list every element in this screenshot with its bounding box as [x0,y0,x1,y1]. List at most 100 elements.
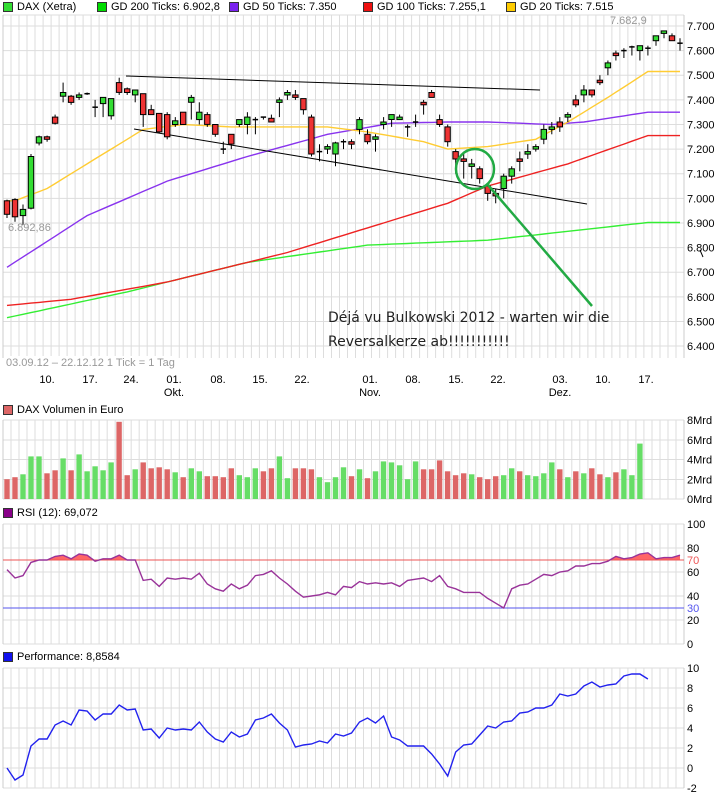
volume-bar [533,476,539,499]
candle [115,77,123,95]
volume-bar [76,454,82,499]
legend-item-gd20: GD 20 Ticks: 7.515 [506,1,614,13]
candle [276,97,283,118]
candle [292,90,299,100]
legend-swatch-icon [97,2,107,12]
legend-swatch-icon [229,2,239,12]
volume-bar [388,462,395,499]
x-axis-label: 01. [166,374,181,386]
candle [252,117,259,135]
volume-bar [557,469,563,499]
candle [500,173,507,199]
candle [132,89,139,103]
volume-axis-label: 6Mrd [687,435,712,447]
volume-bar [28,456,34,499]
high-value-label: 7.682,9 [610,15,647,27]
volume-axis-label: 8Mrd [687,415,712,427]
volume-bar [509,468,515,499]
volume-bar [589,468,595,499]
volume-bar [629,475,635,499]
volume-bar [132,469,138,499]
candle [308,114,315,157]
volume-bar [188,468,194,499]
candle [660,30,668,39]
performance-grid [2,667,685,789]
support-trendline [133,128,588,205]
candle [244,112,251,135]
volume-bar [613,472,619,499]
x-axis-label: 10. [39,374,54,386]
performance-title-label: Performance: 8,8584 [17,651,120,663]
rsi-grid [2,523,685,645]
volume-bar [621,469,627,499]
candle [228,133,235,150]
volume-bar [92,466,98,499]
candle [3,199,11,218]
performance-panel-title: Performance: 8,8584 [3,651,120,663]
volume-bar [12,477,18,499]
candle [516,151,523,172]
volume-bar [332,477,339,499]
candle [460,154,467,179]
candle [204,112,211,127]
candle [420,99,427,115]
volume-bar [52,470,58,499]
volume-bar [525,475,531,499]
candle [156,112,163,134]
candle [396,114,403,121]
x-axis-label: 24. [123,374,138,386]
volume-bar [501,475,507,499]
volume-bar [452,475,459,499]
volume-bar [637,443,643,499]
candle [645,45,651,56]
volume-bar [404,479,411,499]
annotation-arrow-icon [487,184,593,307]
volume-bar [605,477,611,499]
candle [332,141,339,167]
price-axis-label: 6.900 [687,218,715,230]
volume-axis-label: 2Mrd [687,474,712,486]
volume-bar [4,479,10,499]
volume-bar [292,468,299,499]
legend-label: GD 50 Ticks: 7.350 [243,1,337,13]
candle [316,144,323,162]
volume-bar [252,468,258,499]
candlesticks [3,30,683,225]
candle [284,90,291,100]
candle [540,124,547,145]
candle [268,114,275,123]
candle [612,50,620,61]
candle [412,114,419,127]
volume-bar [461,473,467,499]
candle [588,89,595,98]
rsi-axis-label: 100 [687,519,705,531]
volume-bar [485,479,491,499]
resistance-trendline [125,75,541,91]
legend-swatch-icon [3,405,13,415]
performance-axis-label: 2 [687,743,693,755]
candle [629,45,635,56]
volume-bars [4,421,643,500]
volume-bar [172,472,178,499]
legend-swatch-icon [506,2,516,12]
volume-bar [324,482,331,499]
rsi-panel-title: RSI (12): 69,072 [3,507,98,519]
volume-bar [412,461,419,499]
price-axis-label: 7.400 [687,95,715,107]
legend-label: GD 200 Ticks: 6.902,8 [111,1,220,13]
volume-bar [60,458,66,499]
performance-axis-label: 6 [687,703,693,715]
price-axis-label: 7.200 [687,144,715,156]
volume-bar [348,476,355,499]
volume-bar [300,468,307,499]
candle [19,204,27,225]
volume-bar [108,462,114,499]
volume-bar [316,477,323,499]
volume-bar [100,470,106,499]
volume-bar [204,476,210,499]
volume-bar [164,469,170,499]
x-axis-label: 15. [252,374,267,386]
gd20-line [7,70,680,202]
date-range-label: 03.09.12 – 22.12.12 1 Tick = 1 Tag [6,357,175,369]
candle [668,33,676,42]
